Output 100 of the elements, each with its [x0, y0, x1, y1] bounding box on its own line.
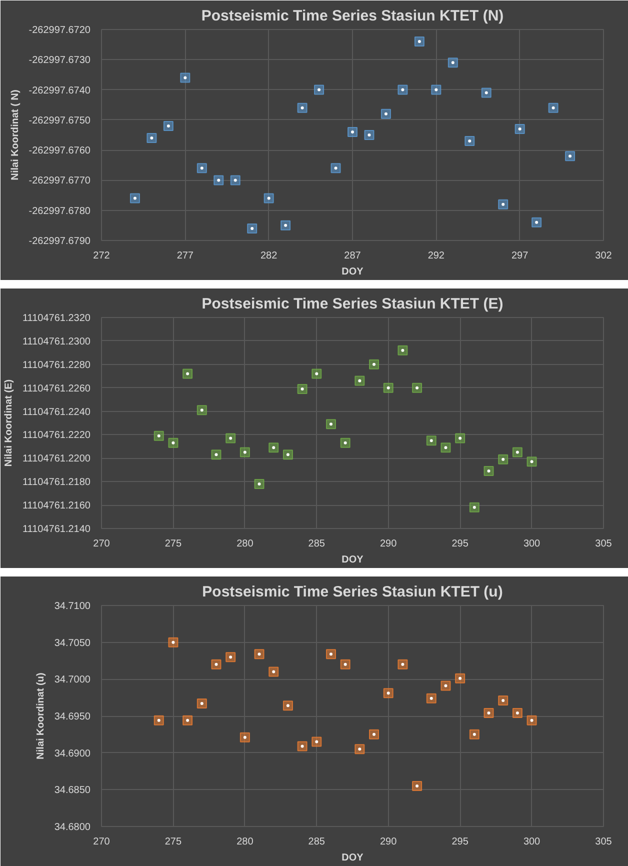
x-tick-label: 277 — [176, 250, 194, 262]
x-tick-label: 290 — [380, 538, 398, 550]
x-tick-label: 305 — [595, 538, 612, 550]
point — [282, 700, 293, 711]
x-tick-label: 300 — [523, 538, 541, 550]
point — [240, 732, 250, 742]
y-axis-title: Nilai Koordinat ( N) — [10, 90, 21, 180]
point — [398, 84, 408, 95]
x-tick-label: 270 — [93, 538, 110, 550]
point — [168, 637, 178, 648]
x-tick-label: 275 — [164, 836, 182, 848]
point — [526, 715, 537, 726]
point — [414, 36, 424, 47]
point — [340, 659, 350, 670]
y-tick-label: 11104761.2320 — [22, 313, 91, 324]
point — [440, 680, 451, 691]
y-tick-label: -262997.6750 — [28, 115, 91, 126]
x-tick-label: 272 — [93, 250, 110, 262]
x-tick-label: 282 — [260, 250, 278, 262]
point — [247, 223, 258, 234]
y-tick-label: 34.6850 — [54, 785, 91, 796]
x-tick-label: 285 — [308, 836, 326, 848]
y-tick-label: -262997.6770 — [28, 176, 91, 187]
point — [297, 741, 308, 752]
x-tick-label: 302 — [595, 250, 612, 262]
y-tick-label: -262997.6780 — [28, 206, 91, 217]
point — [254, 649, 264, 660]
point — [280, 220, 291, 230]
x-tick-label: 292 — [428, 250, 445, 262]
x-tick-label: 285 — [308, 538, 326, 550]
point — [364, 130, 374, 140]
y-tick-label: 11104761.2280 — [22, 360, 91, 371]
point — [163, 120, 174, 131]
point — [514, 124, 525, 134]
y-tick-label: 11104761.2140 — [22, 524, 91, 535]
x-tick-label: 297 — [511, 250, 529, 262]
point — [455, 673, 466, 684]
point — [330, 163, 341, 174]
y-tick-label: 34.6950 — [54, 712, 91, 722]
y-tick-label: 34.6900 — [54, 748, 91, 760]
y-tick-label: 11104761.2220 — [22, 430, 91, 442]
chart-title: Postseismic Time Series Stasiun KTET (u) — [202, 584, 503, 600]
y-tick-label: -262997.6740 — [28, 85, 91, 96]
point — [398, 659, 408, 670]
point — [380, 108, 391, 119]
point — [196, 163, 207, 174]
y-tick-label: 34.7100 — [54, 601, 91, 612]
x-axis-title: DOY — [342, 852, 364, 864]
point — [481, 88, 492, 98]
x-tick-label: 295 — [452, 538, 469, 550]
x-tick-label: 300 — [523, 836, 541, 848]
x-tick-label: 280 — [236, 538, 254, 550]
x-tick-label: 290 — [380, 836, 398, 848]
point — [464, 136, 475, 146]
point — [268, 666, 279, 677]
point — [484, 708, 494, 718]
y-tick-label: 11104761.2300 — [22, 336, 91, 348]
point — [512, 708, 522, 718]
point — [312, 736, 322, 747]
y-tick-label: -262997.6790 — [28, 236, 91, 247]
point — [548, 102, 558, 113]
y-tick-label: 11104761.2200 — [22, 454, 91, 465]
point — [426, 693, 436, 704]
y-tick-label: 11104761.2240 — [22, 406, 91, 418]
point — [297, 102, 308, 113]
point — [326, 649, 336, 660]
point — [130, 193, 140, 204]
point — [146, 133, 157, 144]
point — [369, 729, 380, 740]
y-tick-label: 34.7000 — [54, 674, 91, 686]
x-tick-label: 270 — [93, 836, 110, 848]
y-tick-label: -262997.6760 — [28, 146, 91, 157]
y-axis-title: Nilai Koordinat (E) — [3, 379, 14, 467]
x-tick-label: 275 — [164, 538, 182, 550]
chart-title: Postseismic Time Series Stasiun KTET (N) — [201, 8, 504, 24]
point — [498, 696, 508, 706]
point — [498, 199, 508, 210]
y-tick-label: 11104761.2180 — [22, 477, 91, 488]
point — [469, 729, 480, 740]
point — [532, 217, 542, 228]
y-axis-title: Nilai Koordinat (u) — [35, 672, 46, 760]
x-tick-label: 295 — [452, 836, 469, 848]
y-tick-label: 34.7050 — [54, 638, 91, 649]
point — [154, 715, 164, 726]
point — [348, 126, 358, 137]
y-tick-label: 11104761.2260 — [22, 383, 91, 394]
x-tick-label: 305 — [595, 836, 612, 848]
point — [448, 58, 458, 68]
point — [214, 175, 224, 186]
x-tick-label: 287 — [344, 250, 362, 262]
y-tick-label: -262997.6720 — [28, 25, 91, 36]
point — [196, 698, 207, 708]
x-axis-title: DOY — [342, 266, 364, 278]
x-tick-label: 280 — [236, 836, 254, 848]
y-tick-label: 11104761.2160 — [22, 500, 91, 512]
point — [565, 151, 576, 162]
x-axis-title: DOY — [342, 554, 364, 566]
point — [354, 744, 365, 754]
point — [264, 193, 274, 204]
y-tick-label: 34.6800 — [54, 822, 91, 833]
